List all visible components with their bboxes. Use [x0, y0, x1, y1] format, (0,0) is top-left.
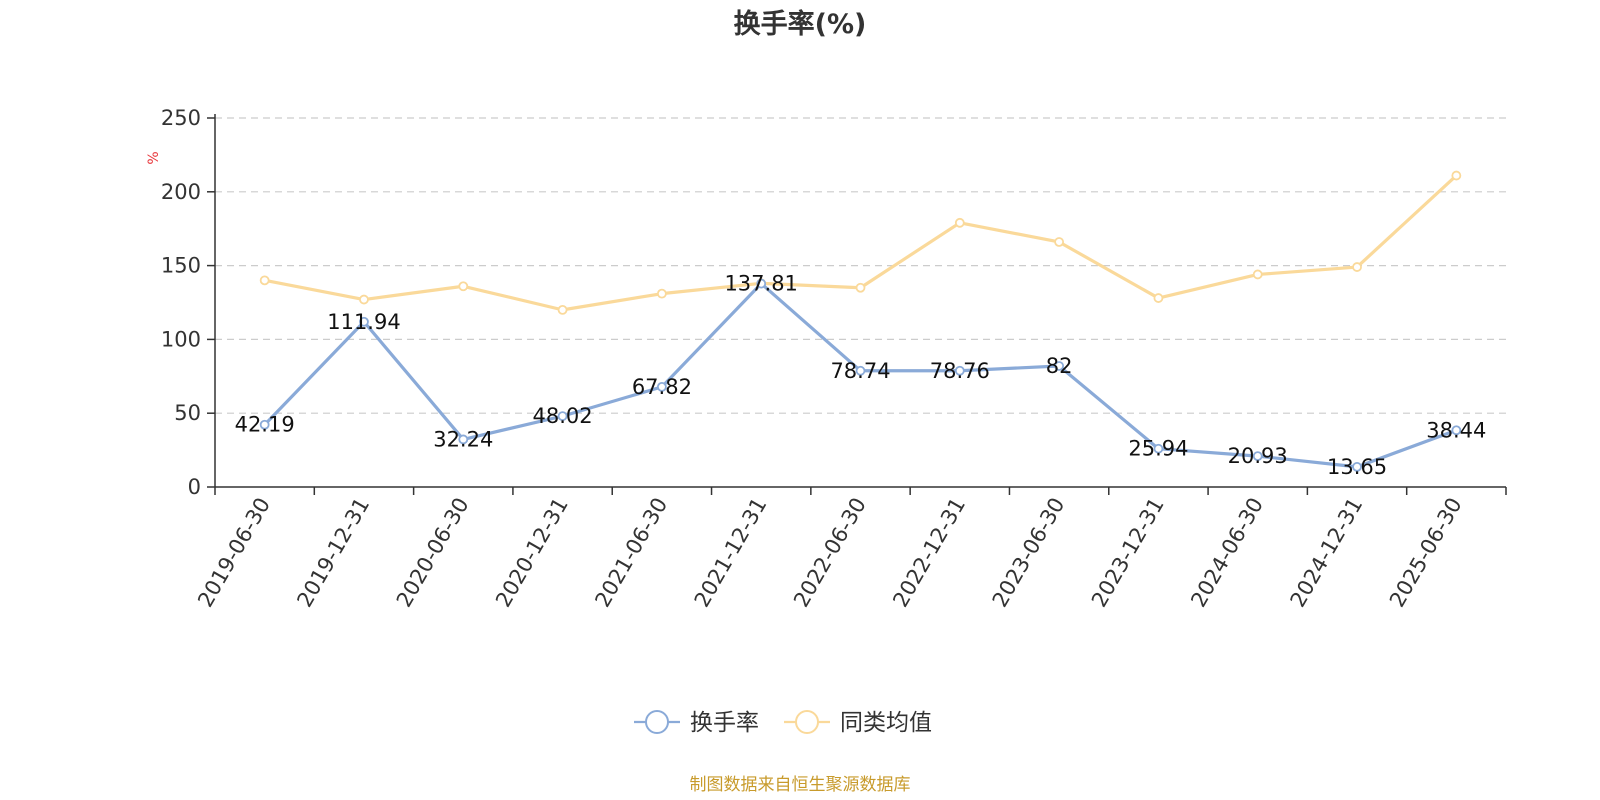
y-axis-unit-label: % — [146, 151, 162, 164]
peer-average-point — [1054, 237, 1065, 247]
x-tick-label: 2022-12-31 — [888, 493, 970, 611]
legend-item-peer-average[interactable]: 同类均值 — [784, 710, 932, 736]
legend-label-turnover: 换手率 — [690, 710, 759, 736]
x-tick-label: 2024-06-30 — [1186, 494, 1268, 612]
turnover-point — [756, 278, 767, 289]
legend-marker-peer-average — [795, 710, 819, 734]
turnover-point — [1252, 451, 1263, 462]
y-tick-label: 100 — [161, 327, 201, 351]
turnover-point — [656, 381, 667, 392]
turnover-point — [1451, 425, 1462, 436]
turnover-point — [359, 316, 369, 327]
turnover-data-label: 67.82 — [632, 375, 692, 399]
x-tick-label: 2023-12-31 — [1087, 494, 1169, 612]
legend-item-turnover[interactable]: 换手率 — [634, 710, 759, 736]
peer-average-point — [1352, 262, 1362, 272]
y-tick-label: 200 — [161, 180, 201, 204]
turnover-point — [557, 411, 568, 422]
x-tick-label: 2024-12-31 — [1286, 494, 1368, 612]
y-tick-label: 0 — [188, 475, 201, 499]
peer-average-point — [259, 275, 270, 286]
peer-average-point — [855, 282, 866, 293]
peer-average-point — [458, 281, 469, 292]
legend-label-peer-average: 同类均值 — [840, 710, 932, 736]
x-tick-label: 2025-06-30 — [1385, 494, 1467, 612]
turnover-data-label: 137.81 — [724, 272, 797, 296]
turnover-data-label: 20.93 — [1228, 444, 1288, 468]
x-tick-label: 2019-06-30 — [193, 494, 275, 612]
turnover-point — [1153, 443, 1164, 454]
peer-average-point — [954, 217, 965, 228]
turnover-data-label: 42.19 — [235, 413, 295, 437]
x-tick-label: 2020-06-30 — [392, 494, 474, 612]
data-source-note: 制图数据来自恒生聚源数据库 — [690, 775, 911, 795]
data-labels: 42.19 111.94 32.24 48.02 67.82 137.81 78.74 78.… — [235, 272, 1487, 479]
turnover-point — [259, 419, 270, 430]
chart-title: 换手率(%) — [734, 8, 867, 40]
x-tick-label: 2020-12-31 — [491, 494, 573, 612]
x-tick-label: 2022-06-30 — [789, 494, 871, 612]
peer-average-point — [656, 288, 667, 299]
turnover-data-label: 48.02 — [533, 404, 593, 428]
y-tick-label: 150 — [161, 254, 201, 278]
turnover-data-label: 82 — [1046, 354, 1073, 378]
x-tick-label: 2021-06-30 — [590, 494, 672, 612]
legend-marker-turnover — [645, 710, 669, 734]
turnover-point — [1352, 461, 1362, 472]
peer-average-point — [1252, 269, 1263, 280]
turnover-data-label: 78.74 — [830, 359, 890, 383]
turnover-data-label: 111.94 — [327, 310, 400, 334]
series-lines — [259, 170, 1462, 472]
turnover-point — [1054, 361, 1065, 371]
turnover-point — [458, 434, 469, 445]
turnover-data-label: 38.44 — [1426, 418, 1486, 442]
x-tick-label: 2023-06-30 — [988, 494, 1070, 612]
x-tick-label: 2021-12-31 — [690, 494, 772, 612]
peer-average-point — [557, 304, 568, 315]
legend[interactable]: 换手率 同类均值 — [634, 710, 932, 736]
turnover-data-label: 13.65 — [1327, 455, 1387, 479]
y-tick-label: 50 — [174, 401, 201, 425]
turnover-data-label: 32.24 — [433, 427, 493, 451]
peer-average-point — [1153, 293, 1164, 303]
peer-average-point — [1451, 170, 1462, 181]
turnover-data-label: 25.94 — [1128, 437, 1188, 461]
turnover-point — [855, 365, 866, 376]
x-tick-label: 2019-12-31 — [292, 494, 374, 612]
turnover-point — [954, 365, 965, 376]
peer-average-point — [359, 294, 369, 305]
turnover-data-label: 78.76 — [930, 359, 990, 383]
y-tick-label: 250 — [161, 106, 201, 130]
